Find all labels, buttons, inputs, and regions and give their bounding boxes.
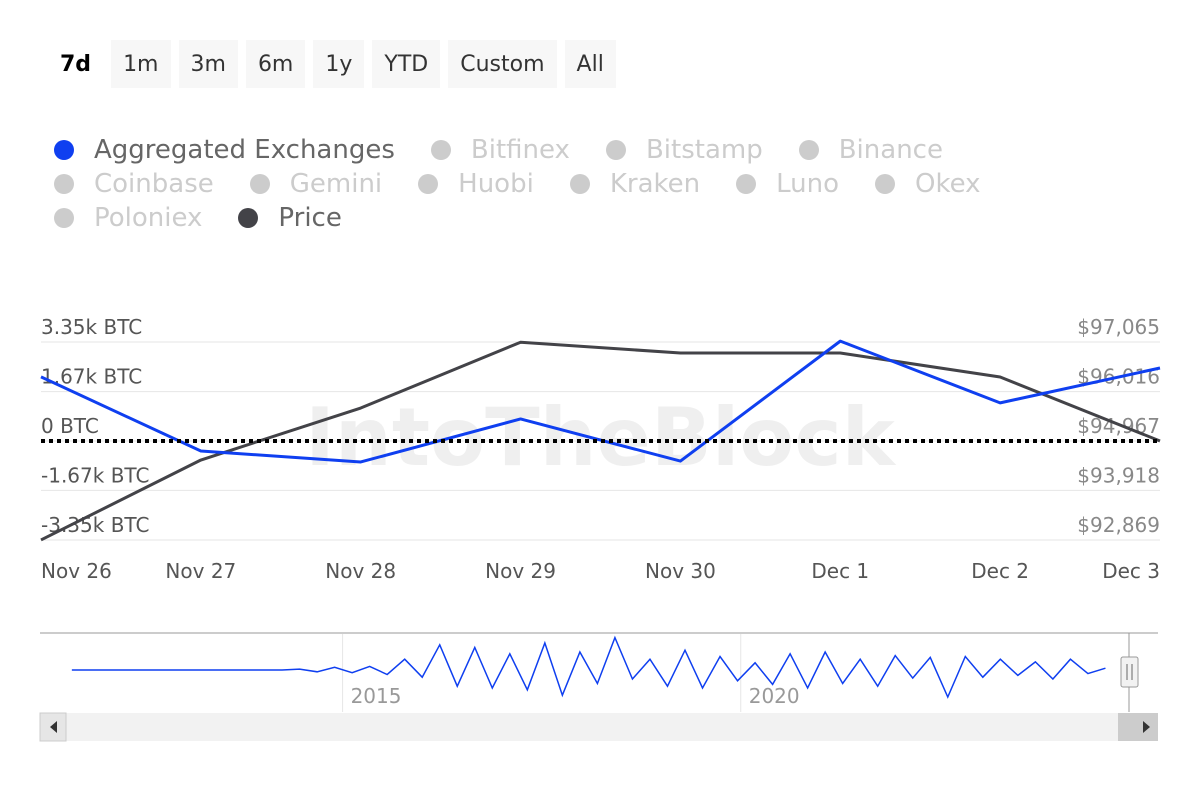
navigator-handle[interactable]: [1120, 656, 1139, 688]
scrollbar-track: [40, 713, 1158, 741]
legend-item[interactable]: Bitfinex: [430, 133, 570, 167]
series-line: [40, 339, 1161, 464]
x-tick-label: Nov 30: [645, 559, 716, 583]
legend-dot: [736, 174, 757, 194]
legend-label: Coinbase: [94, 169, 214, 199]
legend-label: Kraken: [609, 169, 701, 199]
navigator-tick-label: 2015: [351, 684, 402, 708]
x-tick-label: Dec 3: [1102, 559, 1160, 583]
legend-dot: [569, 174, 590, 194]
legend-label: Poloniex: [94, 203, 203, 233]
range-button[interactable]: 7d: [48, 40, 104, 88]
arrow-left: [50, 721, 57, 733]
range-button[interactable]: 3m: [178, 40, 238, 88]
range-button[interactable]: YTD: [372, 40, 441, 88]
legend-label: Gemini: [289, 169, 383, 199]
x-tick-label: Nov 27: [165, 559, 236, 583]
legend-label: Bitfinex: [470, 135, 570, 165]
legend-item[interactable]: Gemini: [249, 167, 383, 201]
x-tick-label: Nov 26: [41, 559, 112, 583]
range-button[interactable]: 1y: [313, 40, 365, 88]
legend-item[interactable]: Bitstamp: [605, 133, 763, 167]
y2-tick-label: $92,869: [1077, 513, 1160, 537]
legend-dot: [238, 208, 259, 228]
legend-dot: [430, 140, 451, 160]
legend: Aggregated Exchanges Bitfinex Bitstamp Bina…: [54, 133, 1064, 235]
legend-item[interactable]: Okex: [875, 167, 981, 201]
x-tick-label: Nov 29: [485, 559, 556, 583]
legend-label: Luno: [776, 169, 840, 199]
legend-item[interactable]: Binance: [798, 133, 943, 167]
series-line: [40, 340, 1161, 542]
legend-dot: [605, 140, 626, 160]
legend-item[interactable]: Luno: [736, 167, 839, 201]
navigator: 2015 2020: [71, 633, 1106, 712]
legend-label: Aggregated Exchanges: [94, 135, 395, 165]
legend-item[interactable]: Kraken: [569, 167, 701, 201]
range-button[interactable]: 6m: [245, 40, 306, 88]
legend-dot: [418, 174, 439, 194]
range-button[interactable]: 1m: [111, 40, 171, 88]
navigator-line: [71, 635, 1106, 699]
arrow-right[interactable]: [1143, 721, 1150, 733]
legend-dot: [875, 174, 896, 194]
x-tick-label: Dec 1: [811, 559, 869, 583]
range-button[interactable]: All: [564, 40, 616, 88]
legend-item[interactable]: Aggregated Exchanges: [54, 133, 395, 167]
legend-item[interactable]: Coinbase: [54, 167, 214, 201]
legend-dot: [798, 140, 819, 160]
x-tick-label: Nov 28: [325, 559, 396, 583]
legend-label: Huobi: [458, 169, 534, 199]
range-button[interactable]: Custom: [448, 40, 557, 88]
y2-tick-label: $93,918: [1077, 464, 1160, 488]
legend-label: Binance: [838, 135, 943, 165]
legend-label: Okex: [915, 169, 981, 199]
y-tick-label: 3.35k BTC: [41, 315, 142, 339]
scrollbar-thumb[interactable]: [1118, 713, 1158, 741]
y-tick-label: -1.67k BTC: [41, 463, 149, 487]
navigator-tick-label: 2020: [749, 684, 800, 708]
legend-dot: [54, 174, 74, 194]
range-selector: 7d 1m 3m 6m 1y YTD Custom All: [48, 40, 616, 88]
y-tick-label: 0 BTC: [41, 414, 99, 438]
legend-label: Price: [278, 203, 342, 233]
legend-item[interactable]: Price: [238, 201, 342, 235]
legend-dot: [54, 208, 74, 228]
legend-dot: [249, 174, 270, 194]
legend-item[interactable]: Poloniex: [54, 201, 202, 235]
legend-item[interactable]: Huobi: [418, 167, 534, 201]
legend-dot: [54, 140, 74, 160]
legend-label: Bitstamp: [645, 135, 763, 165]
y-tick-label: -3.35k BTC: [41, 513, 149, 537]
y2-tick-label: $97,065: [1077, 315, 1160, 339]
x-tick-label: Dec 2: [971, 559, 1029, 583]
watermark: IntoTheBlock: [305, 391, 896, 484]
